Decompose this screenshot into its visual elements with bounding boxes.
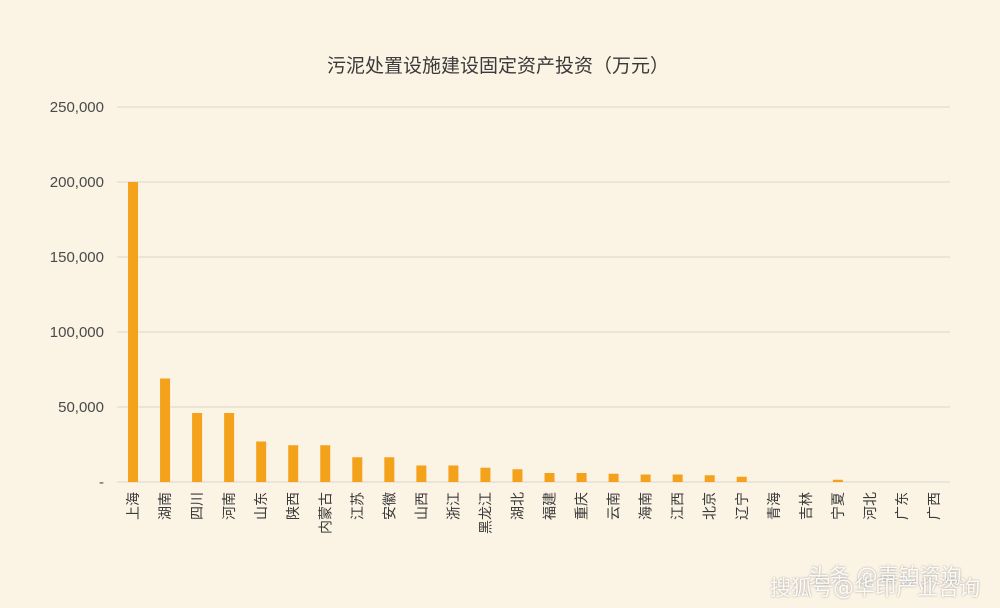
watermark-toutiao: 头条 @毒铂资询 [808,564,962,588]
bar-4 [256,441,267,482]
bar-14 [576,473,587,482]
x-tick-label: 内蒙古 [318,492,334,534]
x-tick-label: 湖南 [158,492,174,520]
bar-22 [832,479,843,482]
x-tick-label: 北京 [703,492,719,520]
bar-17 [672,474,683,482]
y-tick-label: 50,000 [58,399,104,416]
bar-7 [352,457,363,482]
x-tick-label: 宁夏 [830,492,847,520]
x-tick-label: 河南 [222,492,238,520]
y-tick-label: 250,000 [50,99,104,116]
x-tick-label: 海南 [639,492,655,520]
x-tick-label: 黑龙江 [478,492,494,534]
x-tick-label: 山东 [254,492,270,520]
y-tick-label: 150,000 [50,249,104,266]
bar-3 [224,413,235,482]
y-axis-ticks: - 50,000 100,000 150,000 200,000 250,000 [50,99,104,491]
bar-8 [384,457,395,482]
bar-12 [512,469,523,482]
bar-5 [288,445,299,482]
bar-11 [480,467,491,482]
chart-title: 污泥处置设施建设固定资产投资（万元） [327,55,669,77]
x-tick-label: 广东 [895,492,911,520]
y-tick-label: 100,000 [50,324,104,341]
x-axis-ticks: 上海 湖南 四川 河南 山东 陕西 内蒙古 江苏 安徽 山西 浙江 黑龙江 湖北 福建 重庆 云南 海南 江西 北京… [126,492,943,534]
x-tick-label: 江西 [671,492,687,520]
x-tick-label: 辽宁 [734,492,751,520]
x-tick-label: 福建 [543,492,559,520]
bar-9 [416,465,427,482]
x-tick-label: 重庆 [575,492,591,520]
x-tick-label: 河北 [863,492,879,520]
x-tick-label: 青海 [767,492,783,520]
x-tick-label: 云南 [607,492,623,520]
x-tick-label: 安徽 [382,492,398,520]
bar-18 [704,475,715,482]
x-tick-label: 上海 [126,492,142,520]
bar-10 [448,465,459,482]
x-tick-label: 山西 [414,492,430,520]
bar-1 [160,378,171,482]
bar-0 [128,182,139,482]
x-tick-label: 广西 [927,492,943,520]
x-tick-label: 四川 [190,492,206,520]
bar-15 [608,473,619,482]
x-tick-label: 浙江 [446,492,462,520]
bar-6 [320,445,331,482]
gridlines [117,106,950,483]
bar-13 [544,473,555,482]
x-tick-label: 吉林 [799,492,815,520]
bar-19 [736,476,747,482]
bar-2 [192,413,203,482]
watermark-sohu: 搜狐号@华印产业咨询 [770,576,980,600]
y-tick-label: - [99,474,104,491]
x-tick-label: 陕西 [286,492,302,520]
bar-16 [640,474,651,482]
y-tick-label: 200,000 [50,174,104,191]
x-tick-label: 湖北 [510,492,526,520]
x-tick-label: 江苏 [350,492,366,520]
bars [128,182,843,482]
